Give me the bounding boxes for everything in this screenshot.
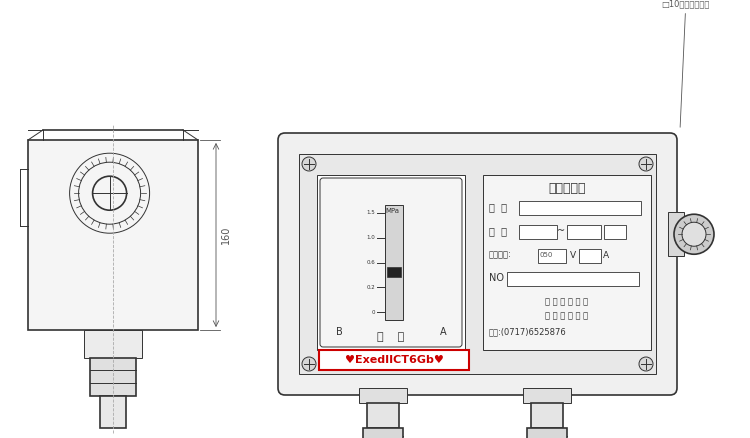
Text: 1.0: 1.0 (366, 235, 375, 240)
Text: 1.5: 1.5 (366, 211, 375, 215)
Bar (317, 175, 465, 350)
Text: 160: 160 (221, 226, 231, 244)
Text: 标    尺: 标 尺 (377, 332, 405, 342)
Bar (507, 272, 639, 286)
Bar (668, 212, 684, 256)
Text: 差压压力输入接口: 差压压力输入接口 (0, 437, 1, 438)
Bar (28, 140, 198, 330)
Bar (367, 403, 399, 428)
Bar (604, 225, 626, 239)
Text: B: B (336, 327, 342, 337)
Text: V: V (570, 251, 576, 259)
FancyBboxPatch shape (320, 178, 462, 347)
Bar (538, 249, 566, 263)
Bar (84, 330, 142, 358)
Bar (579, 249, 601, 263)
Text: 0: 0 (371, 310, 375, 314)
Text: MPa: MPa (385, 208, 399, 214)
Text: 0.6: 0.6 (366, 260, 375, 265)
Text: A: A (440, 327, 446, 337)
Text: A: A (603, 251, 609, 259)
Text: 宜 昌 同 顺 工 控: 宜 昌 同 顺 工 控 (545, 297, 589, 307)
Circle shape (302, 357, 316, 371)
Text: 量  程: 量 程 (489, 226, 507, 236)
Bar (385, 205, 403, 320)
Text: □10电气引线接口: □10电气引线接口 (662, 0, 710, 127)
Text: ♥ExedIICT6Gb♥: ♥ExedIICT6Gb♥ (344, 355, 443, 365)
Text: ~: ~ (557, 226, 565, 236)
Bar (387, 267, 401, 277)
Bar (523, 388, 571, 403)
Text: 型  号: 型 号 (489, 202, 507, 212)
Circle shape (639, 357, 653, 371)
Bar (519, 225, 557, 239)
Bar (527, 428, 567, 438)
Bar (483, 175, 651, 350)
Bar (100, 396, 126, 428)
Circle shape (674, 214, 714, 254)
Text: 050: 050 (539, 252, 552, 258)
Circle shape (682, 222, 706, 246)
Circle shape (639, 157, 653, 171)
Text: 电气参数:: 电气参数: (489, 251, 512, 259)
Bar (359, 388, 407, 403)
Circle shape (302, 157, 316, 171)
Bar (90, 358, 136, 396)
Bar (319, 350, 469, 370)
Text: 差压控制器: 差压控制器 (548, 183, 586, 195)
Bar (567, 225, 601, 239)
Bar (531, 403, 563, 428)
Text: 有 限 责 任 公 司: 有 限 责 任 公 司 (545, 311, 589, 321)
FancyBboxPatch shape (278, 133, 677, 395)
Bar (299, 154, 656, 374)
Text: 0.2: 0.2 (366, 285, 375, 290)
Text: 电话:(0717)6525876: 电话:(0717)6525876 (489, 328, 567, 336)
Bar (363, 428, 403, 438)
Bar (519, 201, 641, 215)
Text: NO: NO (489, 273, 504, 283)
